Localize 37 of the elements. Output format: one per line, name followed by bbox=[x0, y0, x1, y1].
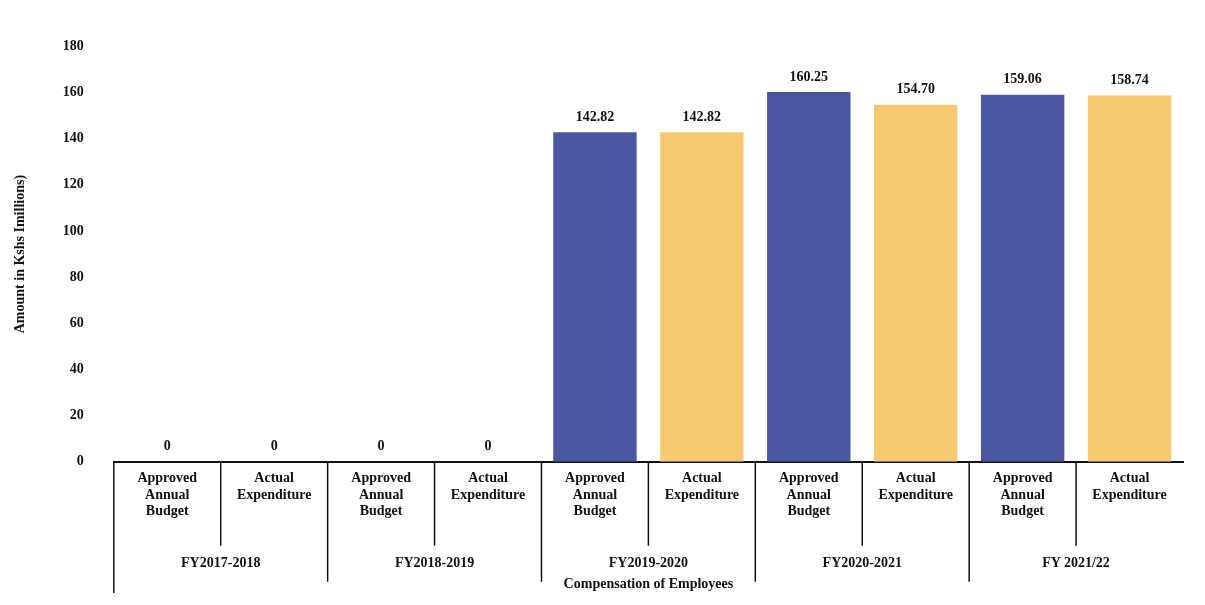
data-label: 0 bbox=[270, 438, 278, 454]
data-label: 154.70 bbox=[896, 81, 935, 97]
y-tick-label: 80 bbox=[69, 268, 84, 284]
x-tick-label: Actual Expenditure bbox=[1092, 469, 1167, 502]
x-tick-label: Approved Annual Budget bbox=[565, 469, 625, 519]
y-tick-label: 120 bbox=[62, 176, 84, 192]
text: FY2017-2018 bbox=[181, 555, 261, 571]
y-tick-label: 0 bbox=[76, 453, 84, 469]
x-tick-label: Approved Annual Budget bbox=[351, 469, 412, 519]
data-label: 160.25 bbox=[789, 68, 829, 84]
y-tick-label: 60 bbox=[69, 314, 84, 330]
x-tick-label: Actual Expenditure bbox=[664, 469, 740, 502]
x-tick-label: Approved Annual Budget bbox=[992, 469, 1053, 519]
data-label: 158.74 bbox=[1110, 72, 1149, 88]
x-tick-label: Approved Annual Budget bbox=[778, 469, 839, 519]
y-axis-title: Amount in Kshs Imillions) bbox=[12, 174, 29, 334]
data-label: 142.82 bbox=[682, 108, 722, 124]
y-tick-label: 100 bbox=[62, 222, 84, 238]
x-tick-label: Approved Annual Budget bbox=[137, 469, 198, 519]
text: FY2018-2019 bbox=[394, 555, 475, 571]
y-tick-label: 180 bbox=[62, 38, 84, 54]
text: FY2019-2020 bbox=[608, 555, 689, 571]
data-label: 159.06 bbox=[1003, 71, 1042, 87]
text: FY2020-2021 bbox=[822, 555, 902, 571]
y-tick-label: 40 bbox=[69, 361, 84, 377]
y-tick-label: 140 bbox=[62, 130, 84, 146]
data-label: 142.82 bbox=[575, 108, 615, 124]
x-axis-title: Compensation of Employees bbox=[563, 576, 734, 592]
text: FY 2021/22 bbox=[1042, 555, 1110, 571]
x-tick-label: Actual Expenditure bbox=[878, 469, 953, 502]
data-label: 0 bbox=[163, 438, 171, 454]
data-label: 0 bbox=[377, 438, 385, 454]
y-tick-label: 160 bbox=[62, 84, 84, 100]
data-label: 0 bbox=[484, 438, 492, 454]
x-tick-label: Actual Expenditure bbox=[236, 469, 312, 502]
y-tick-label: 20 bbox=[69, 407, 84, 423]
x-tick-label: Actual Expenditure bbox=[450, 469, 526, 502]
